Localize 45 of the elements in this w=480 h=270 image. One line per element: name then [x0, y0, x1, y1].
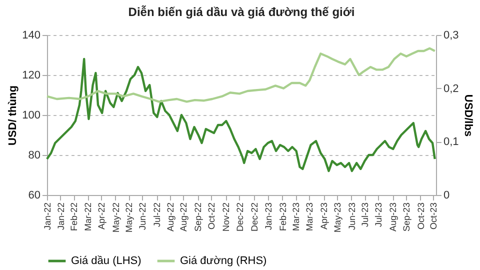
x-tick-label: Aug-23	[388, 202, 398, 232]
y2-tick-label: 0,3	[444, 30, 459, 42]
x-tick-label: Nov-22	[221, 202, 232, 232]
x-tick-label: Feb-23	[278, 202, 288, 232]
x-tick-label: Jun-22	[138, 202, 148, 230]
x-tick-label: Dec-22	[234, 202, 245, 232]
x-tick-label: Jan-23	[263, 202, 274, 230]
y-tick-label: 100	[22, 110, 40, 122]
x-tick-label: Jul-22	[152, 202, 162, 228]
line-series	[46, 58, 436, 172]
x-tick-label: Aug-22	[178, 202, 189, 232]
y-tick-label: 120	[22, 70, 40, 82]
legend-label: Giá đường (RHS)	[180, 255, 267, 267]
x-tick-label: Mar-23	[291, 202, 302, 232]
x-tick-label: Oct-22	[206, 202, 217, 230]
y2-tick-label: 0	[444, 190, 450, 202]
x-tick-label: Oct-23	[416, 202, 426, 230]
y-tick-label: 60	[28, 190, 40, 202]
x-tick-label: Jun-23	[346, 202, 357, 230]
x-tick-label: Apr-22	[96, 202, 106, 230]
x-tick-label: May-22	[124, 202, 134, 233]
x-tick-label: Mar-23	[304, 202, 315, 232]
y-axis-title: USD/ thùng	[7, 86, 20, 146]
x-tick-label: Jul-23	[374, 202, 384, 228]
y2-axis-title: USD/lbs	[462, 94, 474, 137]
y-tick-label: 140	[22, 30, 40, 42]
x-tick-label: Feb-22	[69, 202, 80, 232]
chart-title: Diễn biến giá dầu và giá đường thế giới	[128, 5, 355, 19]
y2-tick-label: 0,1	[444, 136, 459, 148]
x-tick-label: Sep-23	[401, 202, 412, 232]
x-tick-label: May-22	[110, 202, 121, 233]
x-tick-label: Oct-23	[428, 202, 439, 230]
y-tick-label: 80	[28, 150, 40, 162]
x-tick-label: Jan-22	[56, 202, 66, 230]
x-tick-label: Jan-22	[42, 202, 52, 230]
x-tick-label: Dec-22	[249, 202, 260, 232]
x-tick-label: Aug-22	[165, 202, 176, 232]
x-tick-label: Jul-23	[360, 202, 370, 228]
x-tick-label: Apr-23	[319, 202, 330, 230]
line-series	[46, 47, 436, 103]
y2-tick-label: 0,2	[444, 82, 459, 95]
x-tick-label: Mar-22	[83, 202, 94, 232]
x-tick-label: May-23	[332, 202, 342, 233]
x-tick-label: Sep-22	[193, 202, 204, 232]
legend-label: Giá dầu (LHS)	[71, 255, 142, 267]
